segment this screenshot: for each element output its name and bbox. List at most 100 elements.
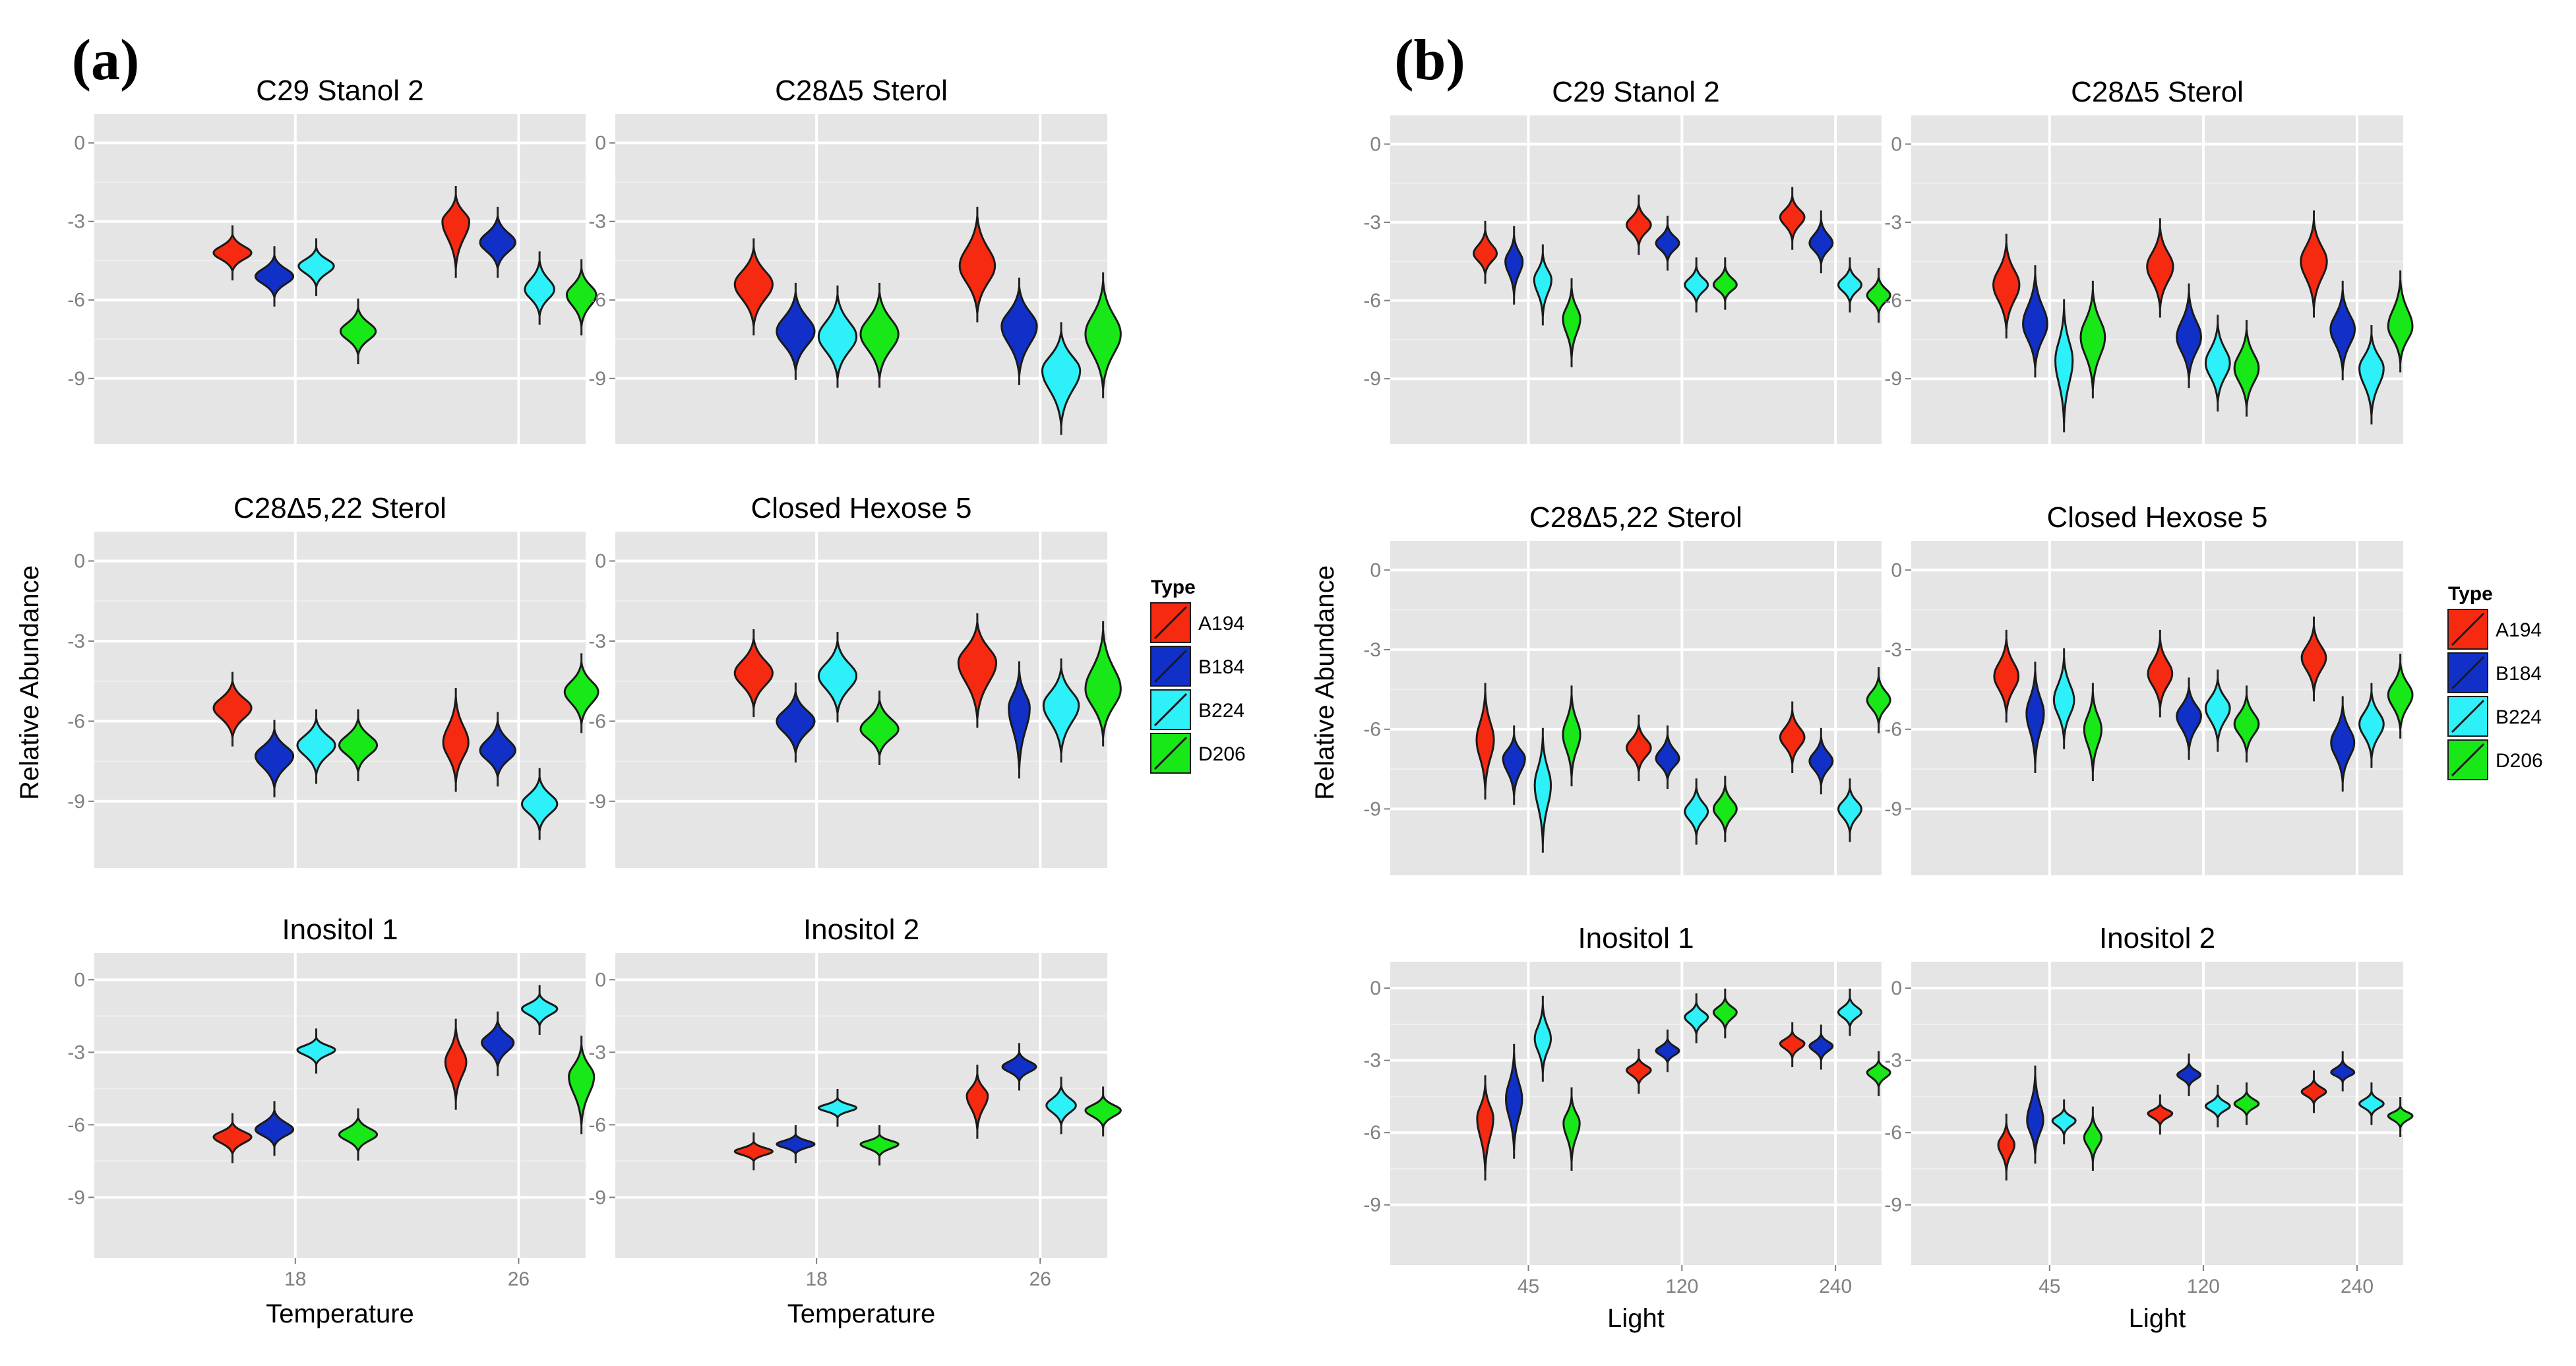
violin-b184 — [1808, 1033, 1834, 1061]
y-tick-label: 0 — [595, 551, 606, 573]
y-tick-label: -6 — [1884, 1122, 1902, 1144]
x-tick-label: 120 — [2187, 1276, 2220, 1297]
legend-swatch-slash — [2451, 743, 2485, 777]
violin-a194 — [212, 230, 253, 276]
y-tick-label: -3 — [67, 1041, 85, 1063]
violin-b224 — [1684, 787, 1709, 836]
violin-a194 — [2300, 625, 2327, 693]
violin-d206 — [2387, 662, 2414, 730]
legend-swatch-slash — [1153, 605, 1188, 640]
x-tick-label: 240 — [2341, 1276, 2374, 1297]
figure-a: (a) 0 -3 -6 -9 C29 Stanol 2 0 -3 -6 -9 C28Δ5 Stero… — [15, 28, 1260, 1328]
panel-a-3: 0 -3 -6 -9 C28Δ5,22 Sterol — [67, 492, 599, 868]
violin-a194 — [2300, 219, 2328, 309]
y-tick-label: -3 — [1884, 212, 1902, 233]
panel-a-4: 0 -3 -6 -9 Closed Hexose 5 — [588, 492, 1122, 868]
y-tick-label: -9 — [1363, 1195, 1381, 1216]
y-tick-label: -6 — [67, 710, 85, 732]
violin-b184 — [1001, 1048, 1037, 1085]
violin-a194 — [1779, 1031, 1806, 1059]
violin-b184 — [1808, 737, 1834, 786]
violin-d206 — [338, 718, 379, 772]
legend-label: B184 — [2496, 663, 2542, 685]
panel-title: C29 Stanol 2 — [1552, 76, 1719, 108]
legend-swatch-slash — [1153, 649, 1188, 683]
panel-title: Inositol 2 — [803, 914, 919, 946]
violin-d206 — [2083, 692, 2102, 772]
panel-a-1: 0 -3 -6 -9 C29 Stanol 2 — [67, 75, 598, 444]
violin-b184 — [479, 216, 516, 269]
y-tick-label: 0 — [595, 133, 606, 154]
panel-background — [1390, 115, 1882, 444]
y-tick-label: -6 — [1363, 1122, 1381, 1144]
violin-a194 — [733, 1139, 774, 1164]
violin-b224 — [1837, 266, 1862, 303]
violin-d206 — [2233, 1091, 2260, 1117]
panel-a-5: 0 -3 -6 -9 18 26 Inositol 1 — [67, 914, 596, 1290]
y-tick-label: -3 — [67, 211, 85, 233]
y-tick-label: -6 — [1884, 719, 1902, 741]
violin-a194 — [2300, 1079, 2327, 1104]
y-tick-label: -9 — [67, 791, 85, 813]
legend-key-d206: D206 — [2447, 739, 2543, 780]
figure-label-a: (a) — [72, 28, 140, 92]
legend-key-a194: A194 — [2447, 609, 2542, 650]
violin-d206 — [1866, 675, 1891, 724]
violin-b224 — [297, 247, 335, 288]
panel-background — [615, 532, 1107, 868]
violin-d206 — [1866, 1060, 1891, 1088]
y-tick-label: -9 — [67, 368, 85, 390]
violin-a194 — [1626, 1057, 1652, 1085]
legend-label: A194 — [1198, 613, 1244, 635]
panel-b-6: 0 -3 -6 -9 45 120 240 Inositol 2 — [1884, 922, 2414, 1297]
violin-d206 — [859, 699, 900, 757]
legend-label: B224 — [2496, 706, 2542, 728]
y-tick-label: -9 — [67, 1187, 85, 1208]
violin-b184 — [2022, 274, 2048, 369]
legend-swatch-slash — [2451, 656, 2485, 690]
panel-title: C28Δ5,22 Sterol — [1529, 501, 1742, 534]
legend-key-b224: B224 — [2447, 696, 2542, 737]
y-tick-label: -9 — [1884, 798, 1902, 820]
y-tick-label: -9 — [1884, 368, 1902, 390]
violin-d206 — [1562, 695, 1581, 778]
y-tick-label: -9 — [1363, 798, 1381, 820]
violin-d206 — [563, 662, 599, 724]
y-tick-label: -6 — [588, 710, 606, 732]
violin-d206 — [2233, 695, 2260, 754]
legend-title: Type — [1151, 576, 1196, 598]
y-tick-label: -3 — [1884, 1050, 1902, 1072]
y-tick-label: -3 — [588, 631, 606, 652]
y-tick-label: -3 — [1884, 639, 1902, 661]
violin-d206 — [2387, 1103, 2414, 1129]
violin-b184 — [2176, 687, 2202, 751]
violin-a194 — [1993, 638, 2020, 714]
violin-a194 — [444, 1028, 468, 1101]
panel-title: C28Δ5 Sterol — [775, 75, 948, 107]
panel-a-6: 0 -3 -6 -9 18 26 Inositol 2 — [588, 914, 1122, 1290]
violin-a194 — [442, 697, 470, 783]
y-tick-label: -6 — [1363, 719, 1381, 741]
y-tick-label: 0 — [74, 551, 85, 573]
legend-swatch-slash — [2451, 699, 2485, 733]
y-tick-label: -9 — [1884, 1195, 1902, 1216]
violin-b224 — [2054, 308, 2074, 423]
y-tick-label: 0 — [1891, 978, 1902, 999]
legend-key-b184: B184 — [1150, 646, 1244, 687]
violin-d206 — [1712, 266, 1738, 301]
y-tick-label: 0 — [1370, 978, 1381, 999]
violin-a194 — [1626, 724, 1652, 772]
violin-a194 — [2147, 638, 2174, 708]
x-axis-title: Temperature — [266, 1299, 414, 1328]
violin-a194 — [957, 622, 998, 719]
violin-d206 — [2083, 1115, 2102, 1162]
violin-b184 — [776, 292, 816, 371]
panel-b-1: 0 -3 -6 -9 C29 Stanol 2 — [1363, 76, 1891, 444]
violin-d206 — [1562, 287, 1581, 358]
violin-b184 — [1008, 670, 1031, 770]
figure-b: (b) 0 -3 -6 -9 C29 Stanol 2 0 -3 -6 -9 C28Δ5 Stero… — [1310, 28, 2558, 1333]
violin-a194 — [441, 195, 470, 269]
y-tick-label: -6 — [67, 1114, 85, 1136]
